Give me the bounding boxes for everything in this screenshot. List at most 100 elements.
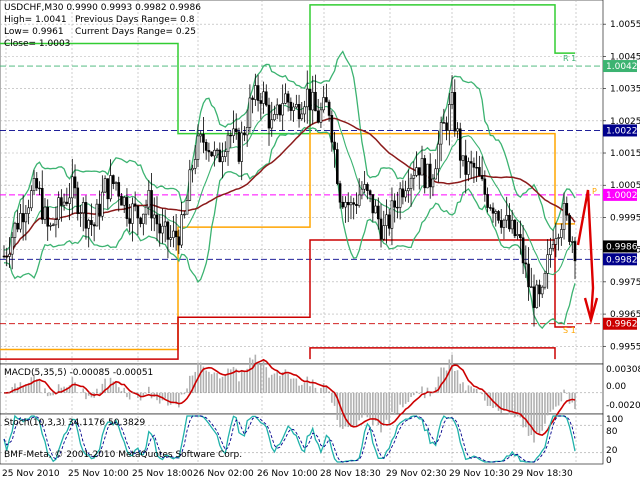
candle-body[interactable] bbox=[376, 205, 380, 220]
candle-body[interactable] bbox=[275, 104, 279, 115]
candle-body[interactable] bbox=[409, 177, 413, 189]
candle-body[interactable] bbox=[546, 254, 549, 274]
candle-body[interactable] bbox=[491, 207, 495, 214]
candle-body[interactable] bbox=[494, 211, 498, 214]
candle-body[interactable] bbox=[497, 211, 500, 221]
candle-body[interactable] bbox=[139, 217, 142, 225]
candle-body[interactable] bbox=[13, 222, 17, 238]
price-pane[interactable] bbox=[0, 0, 604, 365]
candle-body[interactable] bbox=[54, 219, 58, 226]
candle-body[interactable] bbox=[90, 220, 93, 225]
candle-body[interactable] bbox=[573, 241, 577, 262]
candle-body[interactable] bbox=[540, 286, 544, 295]
candle-body[interactable] bbox=[560, 229, 563, 238]
candle-body[interactable] bbox=[163, 221, 167, 227]
candle-body[interactable] bbox=[251, 97, 254, 100]
candle-body[interactable] bbox=[117, 182, 121, 197]
candle-body[interactable] bbox=[499, 220, 503, 228]
candle-body[interactable] bbox=[84, 202, 88, 229]
candle-body[interactable] bbox=[387, 214, 391, 229]
candle-body[interactable] bbox=[486, 194, 489, 208]
candle-body[interactable] bbox=[308, 88, 312, 111]
candle-body[interactable] bbox=[202, 133, 205, 143]
candle-body[interactable] bbox=[161, 225, 164, 234]
candle-body[interactable] bbox=[398, 188, 402, 208]
candle-body[interactable] bbox=[543, 273, 547, 288]
candle-body[interactable] bbox=[385, 214, 388, 226]
candle-body[interactable] bbox=[245, 126, 249, 136]
candle-body[interactable] bbox=[150, 190, 153, 219]
candle-body[interactable] bbox=[565, 203, 569, 216]
candle-body[interactable] bbox=[103, 178, 107, 193]
candle-body[interactable] bbox=[448, 104, 451, 131]
candle-body[interactable] bbox=[363, 184, 366, 190]
candle-body[interactable] bbox=[456, 128, 459, 132]
candle-body[interactable] bbox=[81, 202, 85, 214]
candle-body[interactable] bbox=[62, 201, 66, 206]
candle-body[interactable] bbox=[417, 167, 421, 176]
candle-body[interactable] bbox=[210, 151, 213, 157]
candle-body[interactable] bbox=[292, 106, 295, 111]
candle-body[interactable] bbox=[92, 224, 96, 227]
candle-body[interactable] bbox=[229, 134, 233, 137]
candle-body[interactable] bbox=[538, 284, 541, 295]
candle-body[interactable] bbox=[467, 161, 470, 175]
candle-body[interactable] bbox=[570, 241, 574, 243]
candle-body[interactable] bbox=[95, 203, 99, 227]
candle-body[interactable] bbox=[147, 190, 151, 208]
candle-body[interactable] bbox=[431, 178, 435, 188]
candle-body[interactable] bbox=[371, 194, 375, 214]
candle-body[interactable] bbox=[128, 218, 131, 224]
candle-body[interactable] bbox=[76, 187, 80, 214]
candle-body[interactable] bbox=[46, 206, 50, 227]
candle-body[interactable] bbox=[352, 202, 356, 205]
candle-body[interactable] bbox=[122, 197, 126, 206]
candle-body[interactable] bbox=[169, 237, 172, 240]
candle-body[interactable] bbox=[71, 176, 74, 199]
candle-body[interactable] bbox=[415, 167, 418, 176]
candle-body[interactable] bbox=[284, 93, 287, 104]
candle-body[interactable] bbox=[338, 183, 342, 203]
candle-body[interactable] bbox=[32, 178, 36, 191]
candle-body[interactable] bbox=[349, 202, 353, 206]
candle-body[interactable] bbox=[98, 203, 101, 217]
candle-body[interactable] bbox=[264, 91, 268, 106]
candle-body[interactable] bbox=[136, 205, 140, 219]
candle-body[interactable] bbox=[305, 88, 309, 108]
candle-body[interactable] bbox=[120, 195, 123, 206]
candle-body[interactable] bbox=[355, 203, 358, 206]
candle-body[interactable] bbox=[529, 286, 533, 288]
candle-body[interactable] bbox=[502, 219, 506, 228]
candle-body[interactable] bbox=[390, 200, 394, 229]
candle-body[interactable] bbox=[513, 219, 517, 237]
candle-body[interactable] bbox=[368, 190, 372, 195]
candle-body[interactable] bbox=[114, 182, 118, 185]
candle-body[interactable] bbox=[223, 151, 227, 157]
candle-body[interactable] bbox=[101, 191, 104, 217]
candle-body[interactable] bbox=[300, 113, 304, 120]
candle-body[interactable] bbox=[508, 214, 511, 230]
candle-body[interactable] bbox=[234, 128, 238, 133]
candle-body[interactable] bbox=[155, 214, 159, 225]
candle-body[interactable] bbox=[207, 150, 211, 153]
candle-body[interactable] bbox=[557, 237, 560, 239]
candle-body[interactable] bbox=[281, 103, 284, 116]
candle-body[interactable] bbox=[521, 237, 525, 264]
candle-body[interactable] bbox=[527, 263, 530, 288]
candle-body[interactable] bbox=[152, 214, 156, 219]
candle-body[interactable] bbox=[188, 169, 192, 201]
candle-body[interactable] bbox=[221, 156, 224, 163]
candle-body[interactable] bbox=[516, 234, 519, 237]
candle-body[interactable] bbox=[49, 224, 52, 227]
candle-body[interactable] bbox=[453, 92, 457, 132]
candle-body[interactable] bbox=[327, 101, 331, 116]
candle-body[interactable] bbox=[174, 230, 178, 238]
candle-body[interactable] bbox=[30, 190, 33, 209]
candle-body[interactable] bbox=[65, 201, 69, 204]
candle-body[interactable] bbox=[270, 119, 274, 129]
candle-body[interactable] bbox=[396, 206, 399, 209]
candlesticks[interactable] bbox=[2, 70, 577, 327]
stoch-pane[interactable] bbox=[0, 413, 604, 465]
